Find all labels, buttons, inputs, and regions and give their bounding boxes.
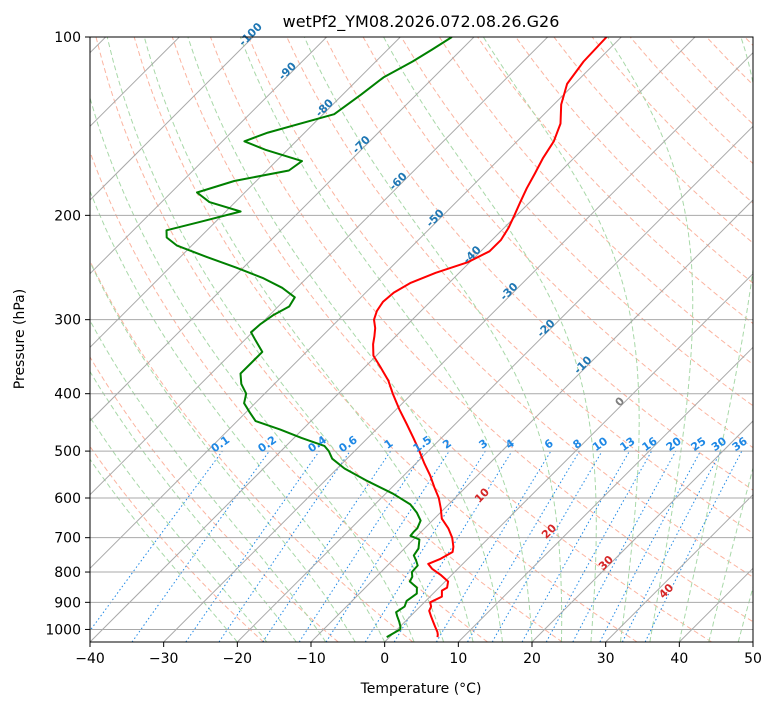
moist-adiabat [143, 37, 474, 642]
dry-adiabat [133, 37, 638, 642]
x-tick-label: −10 [296, 651, 326, 667]
y-tick-label: 700 [54, 531, 81, 547]
dry-adiabat [90, 356, 339, 642]
x-tick-label: 50 [744, 651, 762, 667]
moist-adiabat [607, 37, 694, 642]
mixing-ratio-line [90, 450, 223, 632]
isotherm-gridline [457, 346, 753, 642]
isotherm-gridline [236, 125, 753, 642]
dry-adiabat [438, 37, 753, 366]
moist-adiabat [90, 416, 268, 642]
isotherm-gridline [90, 37, 254, 201]
dry-adiabat [400, 37, 753, 407]
moist-adiabat [106, 37, 445, 642]
y-tick-label: 800 [54, 565, 81, 581]
plot-background [90, 37, 753, 642]
mixing-ratio-line [644, 450, 743, 642]
mixing-ratio-line [325, 450, 450, 642]
moist-adiabat [90, 370, 297, 642]
isotherm-gridline [90, 37, 328, 275]
profile-series [165, 37, 608, 638]
isotherm-gridline [90, 37, 696, 642]
isotherm-gridline [163, 51, 753, 642]
moist-adiabat [737, 585, 753, 642]
moist-adiabat [303, 37, 563, 642]
moist-adiabat [90, 96, 415, 642]
y-tick-label: 900 [54, 595, 81, 611]
x-axis-label: Temperature (°C) [360, 681, 482, 697]
isotherm-gridline [90, 37, 402, 349]
dry-adiabat [171, 37, 712, 642]
x-tick-label: −30 [149, 651, 179, 667]
mixing-ratio-line [262, 450, 392, 642]
moist-adiabat [708, 466, 753, 642]
dry-adiabat [515, 37, 753, 284]
moist-adiabat [90, 260, 356, 642]
isotherm-gridline [384, 272, 753, 642]
axis-ticks: −40 −30 −20 −10 0 10 20 30 40 50 100 200 300 400 500 60… [45, 30, 762, 667]
dewpoint-profile-line [165, 37, 453, 638]
moist-adiabat [239, 37, 533, 642]
isotherm-gridline [90, 37, 475, 422]
y-tick-label: 1000 [45, 622, 81, 638]
mixing-ratio-line [131, 450, 270, 642]
dry-adiabat [210, 37, 753, 623]
isotherm-gridline [752, 641, 753, 642]
x-tick-label: 10 [449, 651, 467, 667]
background-guides [90, 37, 753, 642]
moist-adiabat [90, 319, 327, 642]
temperature-profile-line [372, 37, 608, 638]
y-tick-label: 500 [54, 444, 81, 460]
moist-adiabat [90, 189, 386, 642]
moist-adiabat [187, 37, 503, 642]
moist-adiabat [482, 37, 640, 642]
gridlines [90, 37, 753, 642]
y-tick-label: 400 [54, 387, 81, 403]
dry-adiabat [248, 37, 753, 578]
y-tick-label: 600 [54, 491, 81, 507]
mixing-ratio-line [218, 450, 351, 642]
y-tick-label: 100 [54, 30, 81, 46]
mixing-ratio-line [393, 450, 513, 642]
dry-adiabat [90, 445, 264, 642]
isotherm-gridline [90, 37, 623, 570]
y-tick-label: 200 [54, 208, 81, 224]
mixing-ratio-line [521, 450, 630, 642]
mixing-ratio-line [572, 450, 677, 642]
x-tick-label: 40 [670, 651, 688, 667]
moist-adiabat [90, 458, 238, 642]
moist-adiabat [678, 37, 753, 642]
x-tick-label: −40 [75, 651, 105, 667]
mixing-ratio-line [545, 450, 653, 642]
plot-frame [89, 36, 754, 643]
isotherm-gridline [531, 420, 753, 642]
chart-title: wetPf2_YM08.2026.072.08.26.G26 [283, 12, 560, 32]
moist-adiabat [383, 37, 597, 642]
y-axis-label: Pressure (hPa) [12, 289, 28, 389]
dry-adiabat [95, 37, 563, 642]
x-tick-label: 30 [597, 651, 615, 667]
x-tick-label: 20 [523, 651, 541, 667]
x-tick-label: −20 [223, 651, 253, 667]
isotherm-gridline [605, 493, 753, 642]
mixing-ratio-line [185, 450, 320, 642]
x-tick-label: 0 [380, 651, 389, 667]
y-tick-label: 300 [54, 313, 81, 329]
isotherm-gridline [310, 199, 753, 642]
